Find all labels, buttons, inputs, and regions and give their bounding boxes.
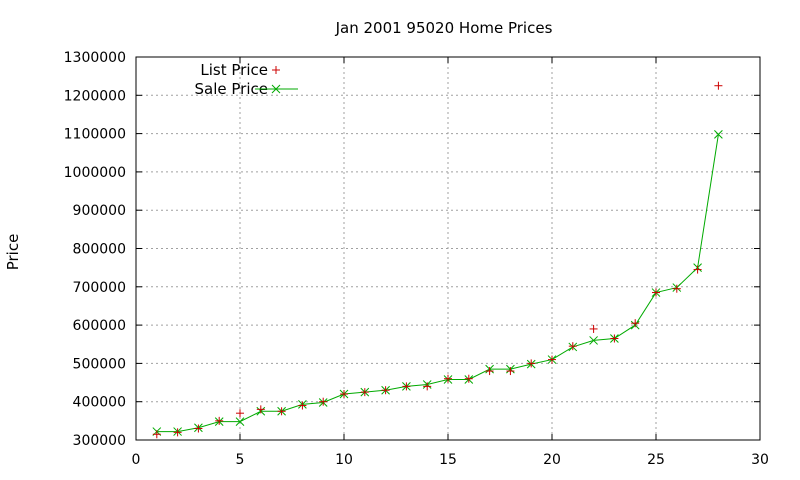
- data-point-list-price: [381, 386, 390, 395]
- y-tick-label: 500000: [73, 356, 126, 372]
- x-tick-labels: 0 5 10 15 20 25 30: [132, 452, 769, 468]
- data-point-list-price: [527, 359, 536, 368]
- data-point-list-price: [340, 390, 348, 399]
- data-point-list-price: [610, 334, 619, 343]
- data-point-list-price: [402, 382, 411, 391]
- x-tick-label: 5: [236, 452, 245, 468]
- data-point-list-price: [714, 81, 723, 90]
- legend-label-sale-price: Sale Price: [195, 80, 268, 98]
- data-point-list-price: [589, 324, 598, 333]
- legend-marker-sale-price: [255, 84, 298, 94]
- series-line-sale-price: [156, 134, 719, 433]
- data-point-list-price: [652, 288, 660, 297]
- x-tick-label: 15: [439, 452, 457, 468]
- data-point-list-price: [215, 416, 224, 425]
- data-point-list-price: [319, 397, 328, 406]
- data-point-list-price: [444, 374, 452, 383]
- data-point-list-price: [423, 382, 432, 391]
- data-point-list-price: [256, 405, 265, 414]
- axis-ticks: [135, 56, 761, 441]
- legend-point-list-price: [272, 66, 280, 74]
- data-point-list-price: [485, 367, 494, 376]
- grid: [136, 57, 760, 440]
- series-sale-price: [152, 130, 723, 436]
- data-point-list-price: [360, 388, 369, 397]
- y-tick-label: 700000: [73, 280, 126, 296]
- data-point-list-price: [464, 374, 473, 383]
- y-tick-label: 1000000: [64, 165, 126, 181]
- data-point-sale-price: [589, 336, 598, 345]
- data-point-list-price: [693, 265, 702, 274]
- x-tick-label: 0: [132, 452, 141, 468]
- x-tick-label: 10: [335, 452, 353, 468]
- x-tick-label: 25: [647, 452, 665, 468]
- data-point-list-price: [568, 342, 577, 351]
- series-list-price: [152, 81, 723, 439]
- data-point-list-price: [277, 407, 286, 416]
- data-point-list-price: [672, 284, 681, 293]
- y-tick-label: 400000: [73, 395, 126, 411]
- x-tick-label: 30: [751, 452, 769, 468]
- chart-title: Jan 2001 95020 Home Prices: [335, 19, 553, 37]
- data-point-list-price: [173, 428, 182, 437]
- y-tick-labels: 300000 400000 500000 600000 700000 800000 9000…: [64, 50, 126, 449]
- data-point-sale-price: [714, 130, 723, 139]
- legend-label-list-price: List Price: [200, 61, 268, 79]
- data-point-list-price: [506, 367, 515, 376]
- y-tick-label: 1200000: [64, 88, 126, 104]
- data-point-list-price: [548, 355, 556, 364]
- data-point-list-price: [194, 424, 203, 433]
- data-point-list-price: [236, 409, 244, 418]
- y-tick-label: 1300000: [64, 50, 126, 66]
- y-tick-label: 300000: [73, 433, 126, 449]
- y-tick-label: 1100000: [64, 127, 126, 143]
- data-point-list-price: [298, 401, 307, 410]
- legend-point-sale-price: [271, 84, 281, 94]
- legend-marker-list-price: [272, 66, 280, 74]
- series-layer: [152, 81, 723, 439]
- y-axis-title: Price: [4, 234, 22, 271]
- data-point-list-price: [631, 319, 640, 328]
- data-point-list-price: [152, 430, 161, 439]
- data-point-sale-price: [235, 417, 245, 426]
- legend: List Price Sale Price: [195, 61, 298, 98]
- y-tick-label: 900000: [73, 203, 126, 219]
- y-tick-label: 600000: [73, 318, 126, 334]
- x-tick-label: 20: [543, 452, 561, 468]
- y-tick-label: 800000: [73, 242, 126, 258]
